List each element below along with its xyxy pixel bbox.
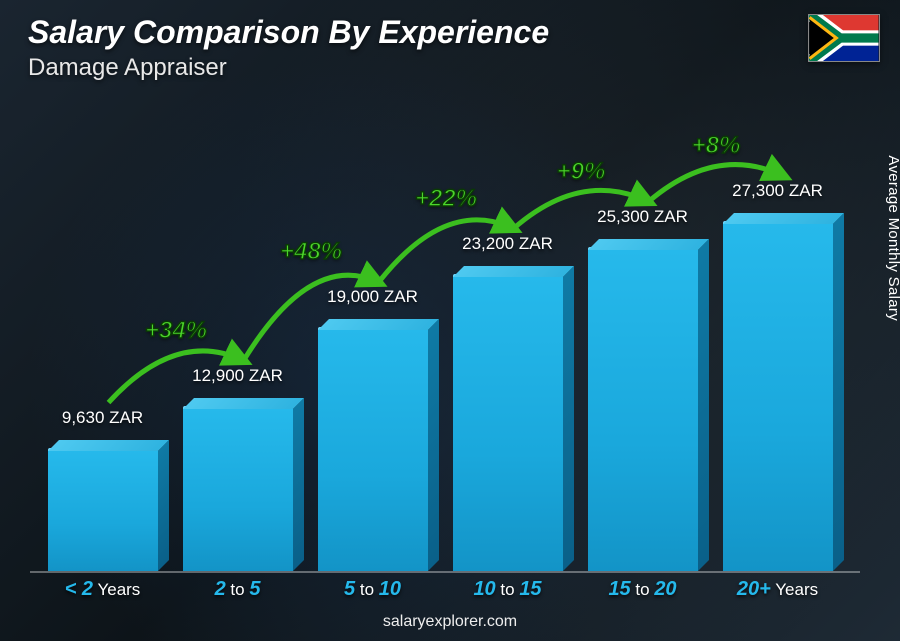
chart-title: Salary Comparison By Experience: [28, 14, 549, 51]
increase-pct-label: +22%: [415, 185, 477, 213]
bar: [183, 406, 293, 571]
increase-pct-label: +9%: [557, 158, 606, 186]
bar-column: 19,000 ZAR: [310, 287, 435, 571]
chart-subtitle: Damage Appraiser: [28, 54, 227, 82]
bar-value-label: 12,900 ZAR: [192, 366, 283, 386]
chart-baseline: [30, 571, 860, 573]
bar-column: 23,200 ZAR: [445, 234, 570, 571]
bar-column: 27,300 ZAR: [715, 181, 840, 571]
bar-value-label: 19,000 ZAR: [327, 287, 418, 307]
bar-value-label: 23,200 ZAR: [462, 234, 553, 254]
footer-credit: salaryexplorer.com: [0, 613, 900, 631]
increase-pct-label: +8%: [692, 132, 741, 160]
infographic-stage: Salary Comparison By Experience Damage A…: [0, 0, 900, 641]
increase-pct-label: +34%: [145, 317, 207, 345]
bar-column: 25,300 ZAR: [580, 207, 705, 571]
south-africa-flag-icon: [808, 14, 880, 62]
x-axis-label: < 2 Years: [65, 578, 141, 601]
bar-column: 9,630 ZAR: [40, 408, 165, 571]
bar: [453, 274, 563, 571]
bar-value-label: 25,300 ZAR: [597, 207, 688, 227]
x-axis-label: 5 to 10: [344, 578, 401, 601]
bar: [723, 221, 833, 571]
bar: [48, 448, 158, 571]
x-axis-label: 10 to 15: [473, 578, 541, 601]
increase-pct-label: +48%: [280, 238, 342, 266]
bar: [318, 327, 428, 571]
y-axis-label: Average Monthly Salary: [886, 155, 900, 321]
bar-column: 12,900 ZAR: [175, 366, 300, 571]
bar: [588, 247, 698, 571]
bar-value-label: 27,300 ZAR: [732, 181, 823, 201]
bar-value-label: 9,630 ZAR: [62, 408, 143, 428]
x-axis-label: 2 to 5: [215, 578, 261, 601]
x-axis-label: 15 to 20: [608, 578, 676, 601]
x-axis-label: 20+ Years: [737, 578, 818, 601]
